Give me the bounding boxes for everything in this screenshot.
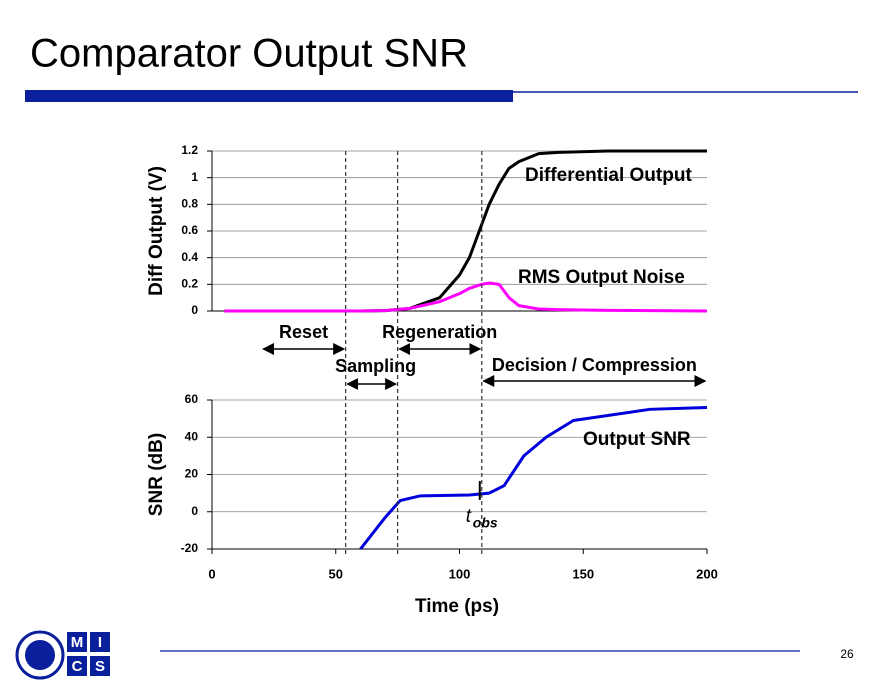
series-label: Output SNR: [583, 429, 691, 450]
logo-letter: S: [95, 658, 105, 675]
y-tick-label: 0.8: [181, 197, 198, 211]
logo-seal-inner: [25, 640, 55, 670]
logo-box: [90, 632, 110, 652]
tobs-subscript: obs: [473, 515, 498, 531]
y-tick-label: 1.2: [181, 143, 198, 157]
y-axis-label: Diff Output (V): [146, 166, 167, 296]
y-tick-label: 0: [191, 303, 198, 317]
logo-letter: I: [98, 634, 102, 651]
logo-letter: M: [71, 634, 84, 651]
x-tick-label: 100: [449, 566, 471, 581]
phase-label: Regeneration: [382, 322, 497, 342]
phase-label: Reset: [279, 322, 328, 342]
x-axis-label: Time (ps): [415, 596, 499, 617]
y-tick-label: -20: [181, 541, 199, 555]
x-tick-label: 150: [572, 566, 594, 581]
tobs-label: t: [466, 506, 472, 527]
x-tick-label: 50: [329, 566, 343, 581]
page-number: 26: [840, 647, 854, 661]
y-tick-label: 0.6: [181, 223, 198, 237]
logo-letter: C: [72, 658, 83, 675]
x-tick-label: 200: [696, 566, 718, 581]
logo-box: [67, 632, 87, 652]
phase-label: Sampling: [335, 356, 416, 376]
phase-label: Decision / Compression: [492, 355, 697, 375]
logo-box: [90, 656, 110, 676]
series-label: RMS Output Noise: [518, 267, 685, 288]
x-tick-label: 0: [208, 566, 215, 581]
y-tick-label: 0.2: [181, 277, 198, 291]
y-tick-label: 20: [185, 467, 199, 481]
slide-title: Comparator Output SNR: [30, 32, 468, 76]
logo-letters: M I C S: [67, 632, 110, 676]
title-bar: [25, 90, 513, 102]
series-line: [224, 281, 708, 313]
y-tick-label: 1: [191, 170, 198, 184]
y-tick-label: 0.4: [181, 250, 198, 264]
logo-box: [67, 656, 87, 676]
series-label: Differential Output: [525, 165, 692, 186]
y-axis-label: SNR (dB): [146, 433, 167, 516]
y-tick-label: 60: [185, 392, 199, 406]
y-tick-label: 0: [191, 504, 198, 518]
y-tick-label: 40: [185, 429, 199, 443]
